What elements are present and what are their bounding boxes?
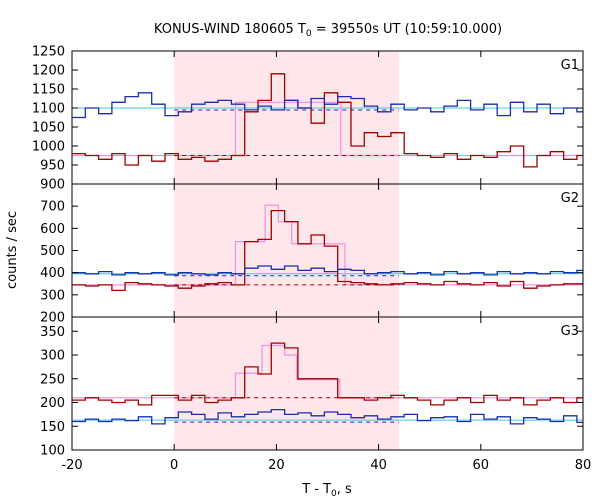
chart-title-sub: 0 bbox=[306, 29, 312, 39]
panel-G1-y-tick-label: 950 bbox=[40, 159, 65, 174]
panel-G1-y-tick-label: 1050 bbox=[32, 121, 65, 136]
frame-layer bbox=[71, 50, 584, 451]
panel-G2-y-tick-label: 200 bbox=[40, 311, 65, 326]
highlight-region bbox=[174, 51, 400, 450]
panel-G1-y-tick-label: 1100 bbox=[32, 102, 65, 117]
x-axis-label-sub: 0 bbox=[331, 489, 337, 499]
panel-G3-y-tick-label: 350 bbox=[40, 325, 65, 340]
panel-G3-y-tick-label: 300 bbox=[40, 349, 65, 364]
panel-G1-blue-histogram bbox=[72, 92, 583, 119]
panel-G1-y-tick-label: 900 bbox=[40, 178, 65, 193]
panel-G3-y-tick-label: 150 bbox=[40, 420, 65, 435]
panel-G1-y-tick-label: 1200 bbox=[32, 64, 65, 79]
panel-G2-model-curve bbox=[72, 204, 583, 286]
panel-G3-red-histogram bbox=[72, 342, 583, 406]
highlight-layer bbox=[174, 51, 400, 450]
panel-G3-blue-histogram bbox=[72, 408, 583, 425]
x-axis-label-main: T - T bbox=[301, 482, 331, 497]
panel-G2-y-tick-label: 300 bbox=[40, 288, 65, 303]
panel-G2-y-tick-label: 600 bbox=[40, 222, 65, 237]
panel-G1-y-tick-label: 1250 bbox=[32, 45, 65, 60]
panel-G2-y-tick-label: 400 bbox=[40, 266, 65, 281]
panel-G3-y-tick-label: 200 bbox=[40, 396, 65, 411]
x-tick-label: -20 bbox=[61, 458, 82, 473]
label-layer: 900950100010501100115012001250G120030040… bbox=[32, 45, 591, 474]
y-axis-label: counts / sec bbox=[5, 211, 20, 289]
panel-G2-label: G2 bbox=[561, 191, 579, 206]
panel-G2-red-histogram bbox=[72, 209, 583, 292]
panel-G3-y-tick-label: 250 bbox=[40, 372, 65, 387]
panel-G3-label: G3 bbox=[561, 324, 579, 339]
panel-G3-frame bbox=[71, 316, 584, 451]
x-tick-label: 80 bbox=[575, 458, 592, 473]
series-layer bbox=[72, 73, 583, 425]
chart-title: KONUS-WIND 180605 T0 = 39550s UT (10:59:… bbox=[154, 22, 502, 39]
x-tick-label: 0 bbox=[170, 458, 178, 473]
x-tick-label: 60 bbox=[473, 458, 490, 473]
chart-title-rest: = 39550s UT (10:59:10.000) bbox=[312, 22, 502, 37]
panel-G1-y-tick-label: 1150 bbox=[32, 83, 65, 98]
x-tick-label: 20 bbox=[268, 458, 285, 473]
panel-G2-y-tick-label: 500 bbox=[40, 244, 65, 259]
x-axis-label: T - T0, s bbox=[301, 482, 352, 499]
panel-G2-y-tick-label: 700 bbox=[40, 200, 65, 215]
panel-G1-red-histogram bbox=[72, 73, 583, 168]
panel-G1-label: G1 bbox=[561, 58, 579, 73]
panel-G3-model-curve bbox=[72, 344, 583, 399]
chart-title-main: KONUS-WIND 180605 T bbox=[154, 22, 306, 37]
x-axis-label-rest: , s bbox=[337, 482, 352, 497]
panel-G1-y-tick-label: 1000 bbox=[32, 140, 65, 155]
panel-G2-blue-histogram bbox=[72, 265, 583, 276]
x-tick-label: 40 bbox=[370, 458, 387, 473]
panel-G3-y-tick-label: 100 bbox=[40, 444, 65, 459]
